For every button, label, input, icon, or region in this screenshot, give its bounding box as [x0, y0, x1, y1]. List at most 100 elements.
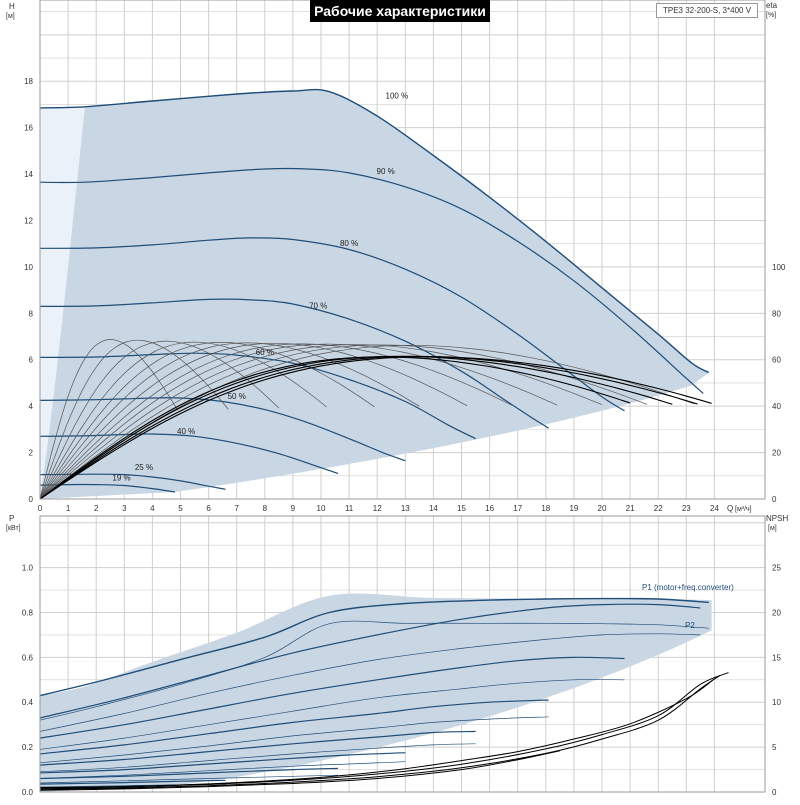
- efficiency-curve: [39, 339, 178, 500]
- p2-curve: [39, 761, 406, 779]
- efficiency-curve: [39, 342, 375, 500]
- x-tick-label: 12: [373, 504, 382, 513]
- x-tick-label: 3: [122, 504, 127, 513]
- efficiency-curve: [39, 339, 229, 500]
- speed-curve: [39, 433, 339, 475]
- npsh-curve: [39, 678, 715, 788]
- p2-curve: [39, 716, 549, 764]
- p1-curve: [39, 699, 549, 755]
- y2-tick-label: 20: [772, 608, 781, 617]
- y2-tick-label: 0: [772, 788, 777, 797]
- speed-label: 100 %: [386, 92, 409, 101]
- x-tick-label: 7: [234, 504, 239, 513]
- speed-label: 80 %: [340, 239, 358, 248]
- p2-curve: [39, 620, 709, 721]
- x-tick-label: 20: [598, 504, 607, 513]
- speed-curve: [39, 473, 226, 490]
- y-tick-label: 0.4: [22, 698, 34, 707]
- y2-tick-label: 60: [772, 356, 781, 365]
- y-tick-label: 6: [29, 356, 34, 365]
- efficiency-curve: [39, 343, 558, 500]
- p2-curve: [39, 633, 701, 732]
- operating-area: [40, 89, 709, 500]
- speed-curve: [39, 167, 704, 394]
- y-tick-label: 18: [24, 77, 33, 86]
- x-axis-unit: [м³/ч]: [735, 506, 752, 513]
- x-tick-label: 13: [401, 504, 410, 513]
- efficiency-curve-motor: [39, 356, 631, 500]
- efficiency-curve: [39, 343, 513, 500]
- p2-curve: [39, 743, 476, 773]
- y-tick-label: 2: [29, 449, 34, 458]
- x-tick-label: 23: [682, 504, 691, 513]
- p2-curve: [39, 679, 625, 750]
- speed-label: 70 %: [309, 302, 327, 311]
- y2-axis-label: NPSH: [766, 514, 788, 523]
- y-axis-label: H: [9, 2, 15, 11]
- y-tick-label: 8: [29, 309, 34, 318]
- p2-curve: [39, 774, 338, 784]
- x-tick-label: 21: [626, 504, 635, 513]
- y2-tick-label: 0: [772, 495, 777, 504]
- plot-frame: [39, 0, 766, 500]
- speed-label: 60 %: [256, 348, 274, 357]
- x-tick-label: 18: [541, 504, 550, 513]
- y-tick-label: 0.6: [22, 653, 34, 662]
- x-tick-label: 11: [345, 504, 354, 513]
- p1-curve: [39, 730, 476, 766]
- x-tick-label: 9: [291, 504, 296, 513]
- x-tick-label: 1: [66, 504, 71, 513]
- y-tick-label: 4: [29, 402, 34, 411]
- x-tick-label: 2: [94, 504, 99, 513]
- speed-curve: [39, 237, 625, 412]
- speed-label: 90 %: [377, 167, 395, 176]
- speed-curve: [39, 352, 476, 440]
- x-tick-label: 0: [38, 504, 43, 513]
- p1-curve: [39, 779, 226, 785]
- y2-axis-unit: [м]: [768, 525, 777, 532]
- power-npsh-chart: P1 (motor+freq.converter) P2 0.0 0.2 0.4 0.6 0…: [6, 514, 788, 797]
- p1-curve: [39, 767, 338, 780]
- x-axis-label: Q: [727, 504, 733, 513]
- efficiency-curve-motor: [39, 355, 673, 500]
- efficiency-curve-motor: [39, 356, 712, 500]
- speed-label: 25 %: [135, 463, 153, 472]
- npsh-curve: [39, 674, 721, 790]
- speed-curve: [39, 483, 175, 493]
- y2-tick-label: 40: [772, 402, 781, 411]
- y-tick-label: 0: [29, 495, 34, 504]
- npsh-curve: [39, 750, 561, 791]
- efficiency-curve: [39, 342, 420, 500]
- y-axis-label: P: [9, 514, 14, 523]
- y2-axis-unit: [%]: [766, 12, 776, 19]
- y-tick-label: 14: [24, 170, 33, 179]
- y2-tick-label: 80: [772, 309, 781, 318]
- y2-tick-label: 5: [772, 743, 777, 752]
- extended-operating-area: [40, 106, 85, 499]
- p1-curve: [39, 597, 709, 697]
- x-tick-label: 14: [429, 504, 438, 513]
- speed-label: 19 %: [112, 473, 130, 482]
- y-tick-label: 12: [24, 216, 33, 225]
- speed-label: 50 %: [228, 392, 246, 401]
- y2-tick-label: 20: [772, 449, 781, 458]
- y-tick-label: 10: [24, 263, 33, 272]
- p1-curve: [39, 603, 701, 719]
- p1-label: P1 (motor+freq.converter): [642, 583, 734, 592]
- speed-curve: [39, 397, 406, 462]
- y2-tick-label: 25: [772, 564, 781, 573]
- efficiency-curve: [39, 344, 648, 500]
- y2-tick-label: 100: [772, 263, 786, 272]
- x-tick-label: 15: [457, 504, 466, 513]
- y-tick-label: 1.0: [22, 564, 34, 573]
- x-tick-label: 17: [513, 504, 522, 513]
- speed-curve: [39, 88, 710, 374]
- y-tick-label: 16: [24, 124, 33, 133]
- x-tick-label: 5: [178, 504, 183, 513]
- speed-label: 40 %: [177, 427, 195, 436]
- p1-curve: [39, 656, 625, 739]
- speed-curve: [39, 298, 549, 429]
- x-tick-label: 24: [710, 504, 719, 513]
- y2-axis-label: eta: [766, 1, 778, 10]
